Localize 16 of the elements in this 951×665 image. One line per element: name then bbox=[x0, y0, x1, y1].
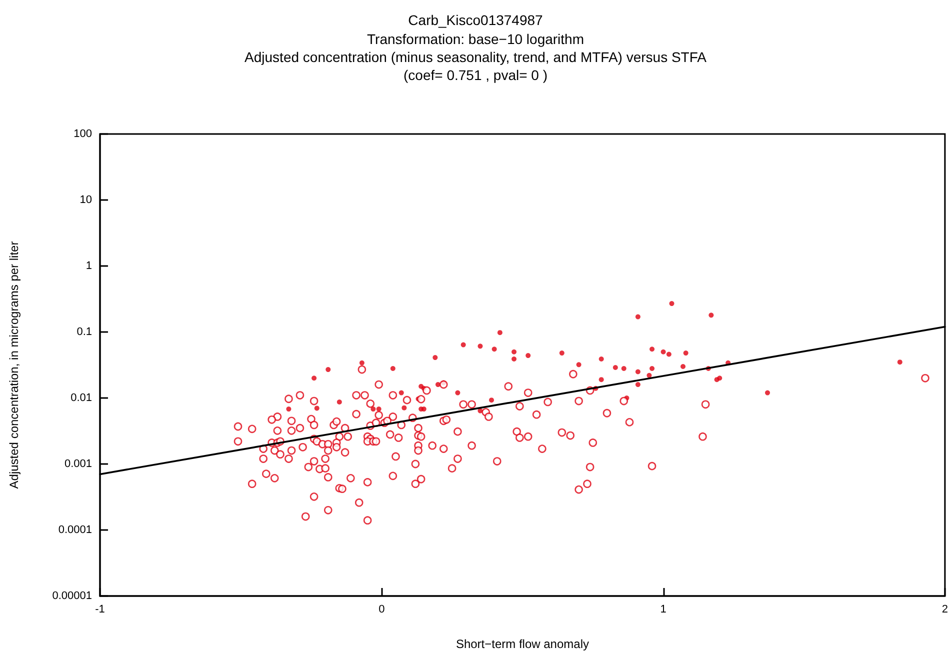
y-tick-label: 10 bbox=[80, 194, 92, 206]
x-tick-label: 2 bbox=[942, 604, 948, 616]
y-axis-title: Adjusted concentration, in micrograms per liter bbox=[7, 241, 21, 489]
y-tick-label: 0.00001 bbox=[52, 590, 92, 602]
x-tick-label: -1 bbox=[95, 604, 105, 616]
y-tick-label: 0.0001 bbox=[58, 524, 92, 536]
x-tick-label: 1 bbox=[660, 604, 666, 616]
chart-title: Carb_Kisco01374987 bbox=[408, 12, 544, 28]
y-tick-label: 0.1 bbox=[76, 326, 92, 338]
y-tick-label: 0.01 bbox=[70, 392, 92, 404]
chart-subtitle: Transformation: base−10 logarithm Adjusted concentration (minus seasonality, trend, and MTFA) versus STFA (coef= 0.751 , pval= 0 ) bbox=[244, 31, 708, 83]
x-axis-title: Short−term flow anomaly bbox=[456, 637, 589, 651]
y-tick-label: 0.001 bbox=[64, 458, 92, 470]
y-tick-label: 1 bbox=[86, 260, 92, 272]
x-tick-label: 0 bbox=[378, 604, 385, 616]
y-tick-label: 100 bbox=[74, 128, 92, 140]
